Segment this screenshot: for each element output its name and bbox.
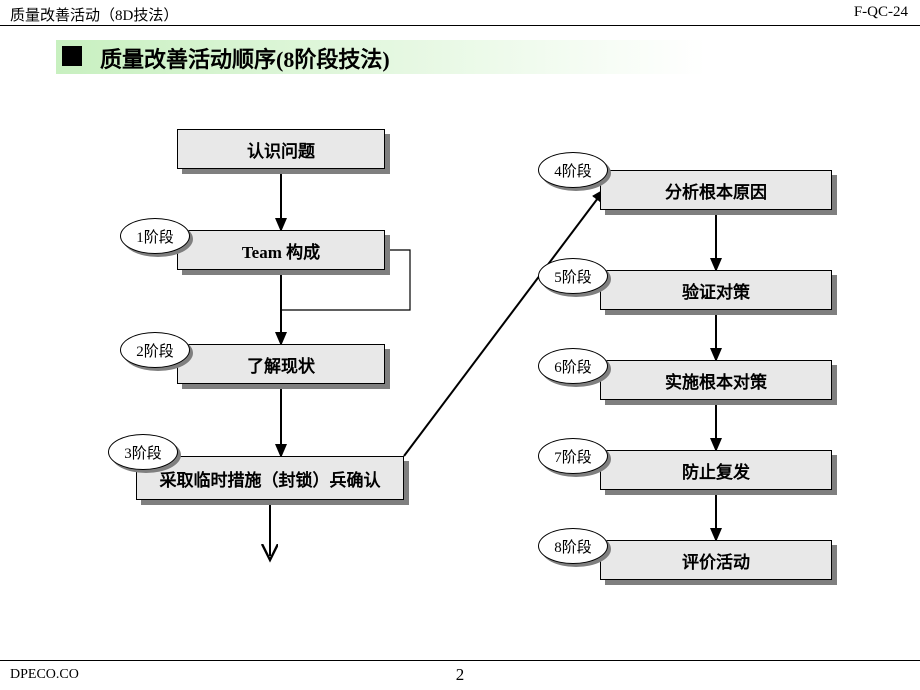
flow-box: 分析根本原因	[600, 170, 832, 210]
stage-label: 4阶段	[554, 160, 592, 181]
stage-ellipse: 2阶段	[120, 332, 190, 368]
flow-box: 评价活动	[600, 540, 832, 580]
flow-box-label: 采取临时措施（封锁）兵确认	[160, 466, 381, 491]
stage-ellipse: 1阶段	[120, 218, 190, 254]
flow-box: 验证对策	[600, 270, 832, 310]
flow-box-label: 防止复发	[682, 458, 750, 483]
flow-box-label: 分析根本原因	[665, 178, 767, 203]
flow-box-label: 实施根本对策	[665, 368, 767, 393]
stage-ellipse: 5阶段	[538, 258, 608, 294]
stage-label: 1阶段	[136, 226, 174, 247]
stage-label: 6阶段	[554, 356, 592, 377]
flow-box-label: 验证对策	[682, 278, 750, 303]
stage-ellipse: 7阶段	[538, 438, 608, 474]
stage-ellipse: 8阶段	[538, 528, 608, 564]
stage-label: 5阶段	[554, 266, 592, 287]
stage-ellipse: 3阶段	[108, 434, 178, 470]
page: 质量改善活动（8D技法） F-QC-24 质量改善活动顺序(8阶段技法)	[0, 0, 920, 690]
flow-box-label: Team 构成	[242, 238, 320, 263]
flow-box: Team 构成	[177, 230, 385, 270]
flow-box: 实施根本对策	[600, 360, 832, 400]
flow-box-label: 评价活动	[682, 548, 750, 573]
stage-ellipse: 6阶段	[538, 348, 608, 384]
footer: DPECO.CO 2	[0, 660, 920, 690]
flow-box-label: 了解现状	[247, 352, 315, 377]
flow-box: 了解现状	[177, 344, 385, 384]
flowchart-nodes-layer: 认识问题 Team 构成 1阶段了解现状 2阶段采取临时措施（封锁）兵确认 3阶段 分析根…	[0, 0, 920, 690]
flow-box-label: 认识问题	[247, 137, 315, 162]
stage-ellipse: 4阶段	[538, 152, 608, 188]
stage-label: 8阶段	[554, 536, 592, 557]
flow-box: 认识问题	[177, 129, 385, 169]
stage-label: 3阶段	[124, 442, 162, 463]
stage-label: 7阶段	[554, 446, 592, 467]
footer-page-number: 2	[0, 665, 920, 685]
flow-box: 防止复发	[600, 450, 832, 490]
stage-label: 2阶段	[136, 340, 174, 361]
